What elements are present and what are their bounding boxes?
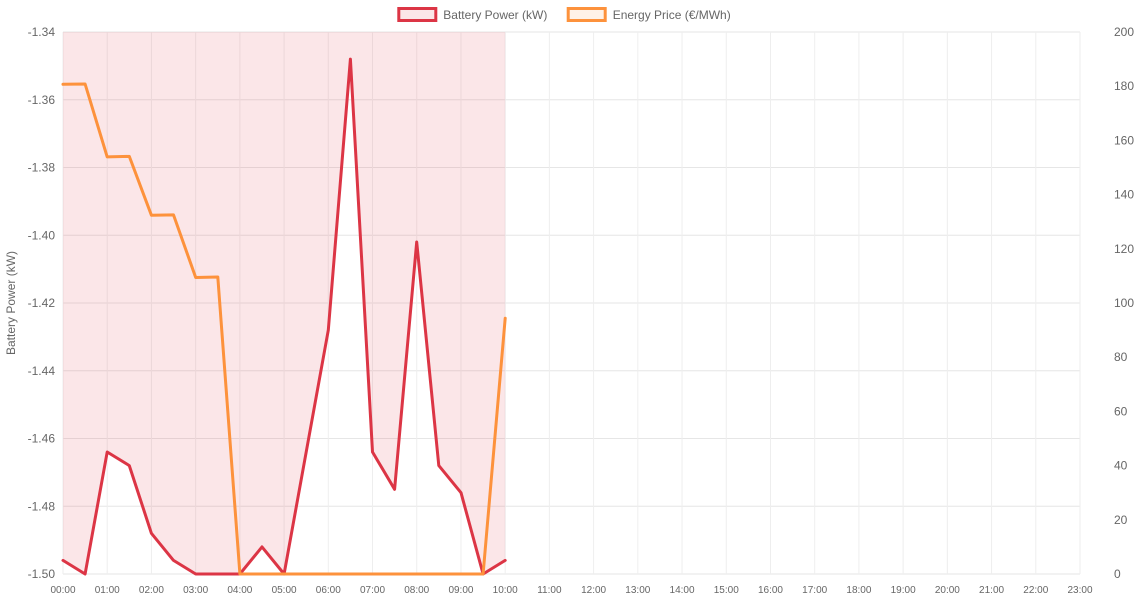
y-left-tick-label: -1.34 <box>28 25 56 39</box>
x-tick-label: 06:00 <box>316 585 341 596</box>
x-tick-label: 23:00 <box>1067 585 1092 596</box>
y-right-tick-label: 200 <box>1114 25 1134 39</box>
x-tick-label: 17:00 <box>802 585 827 596</box>
x-tick-label: 07:00 <box>360 585 385 596</box>
x-tick-label: 08:00 <box>404 585 429 596</box>
x-tick-label: 19:00 <box>891 585 916 596</box>
x-tick-label: 03:00 <box>183 585 208 596</box>
x-tick-label: 13:00 <box>625 585 650 596</box>
y-left-axis-title: Battery Power (kW) <box>4 251 18 355</box>
x-tick-label: 21:00 <box>979 585 1004 596</box>
y-right-tick-label: 120 <box>1114 242 1134 256</box>
y-right-tick-label: 100 <box>1114 296 1134 310</box>
x-tick-label: 00:00 <box>50 585 75 596</box>
y-left-tick-label: -1.36 <box>28 93 56 107</box>
y-left-tick-label: -1.50 <box>28 567 56 581</box>
x-tick-label: 10:00 <box>493 585 518 596</box>
y-left-tick-label: -1.48 <box>28 499 56 513</box>
x-tick-label: 20:00 <box>935 585 960 596</box>
x-tick-label: 11:00 <box>537 585 562 596</box>
y-right-tick-label: 180 <box>1114 79 1134 93</box>
x-tick-label: 09:00 <box>448 585 473 596</box>
legend-swatch <box>568 9 605 21</box>
y-right-tick-label: 20 <box>1114 513 1128 527</box>
legend-swatch <box>399 9 436 21</box>
x-tick-label: 15:00 <box>714 585 739 596</box>
x-tick-label: 14:00 <box>670 585 695 596</box>
y-left-tick-label: -1.46 <box>28 432 56 446</box>
legend-item[interactable]: Battery Power (kW) <box>399 8 548 22</box>
x-tick-label: 02:00 <box>139 585 164 596</box>
x-tick-label: 05:00 <box>272 585 297 596</box>
x-tick-label: 01:00 <box>95 585 120 596</box>
y-left-tick-label: -1.42 <box>28 296 56 310</box>
series-area-battery-power <box>63 32 505 574</box>
legend-item[interactable]: Energy Price (€/MWh) <box>568 8 731 22</box>
y-right-tick-label: 160 <box>1114 133 1134 147</box>
y-right-tick-label: 80 <box>1114 350 1128 364</box>
y-left-tick-label: -1.40 <box>28 228 56 242</box>
y-right-tick-label: 40 <box>1114 459 1128 473</box>
x-tick-label: 16:00 <box>758 585 783 596</box>
y-left-tick-label: -1.44 <box>28 364 56 378</box>
legend-label: Battery Power (kW) <box>443 8 547 22</box>
x-tick-label: 12:00 <box>581 585 606 596</box>
x-tick-label: 18:00 <box>846 585 871 596</box>
x-tick-label: 22:00 <box>1023 585 1048 596</box>
y-left-tick-label: -1.38 <box>28 161 56 175</box>
x-tick-label: 04:00 <box>227 585 252 596</box>
legend-label: Energy Price (€/MWh) <box>613 8 731 22</box>
y-right-tick-label: 0 <box>1114 567 1121 581</box>
y-right-tick-label: 60 <box>1114 404 1128 418</box>
y-right-tick-label: 140 <box>1114 188 1134 202</box>
